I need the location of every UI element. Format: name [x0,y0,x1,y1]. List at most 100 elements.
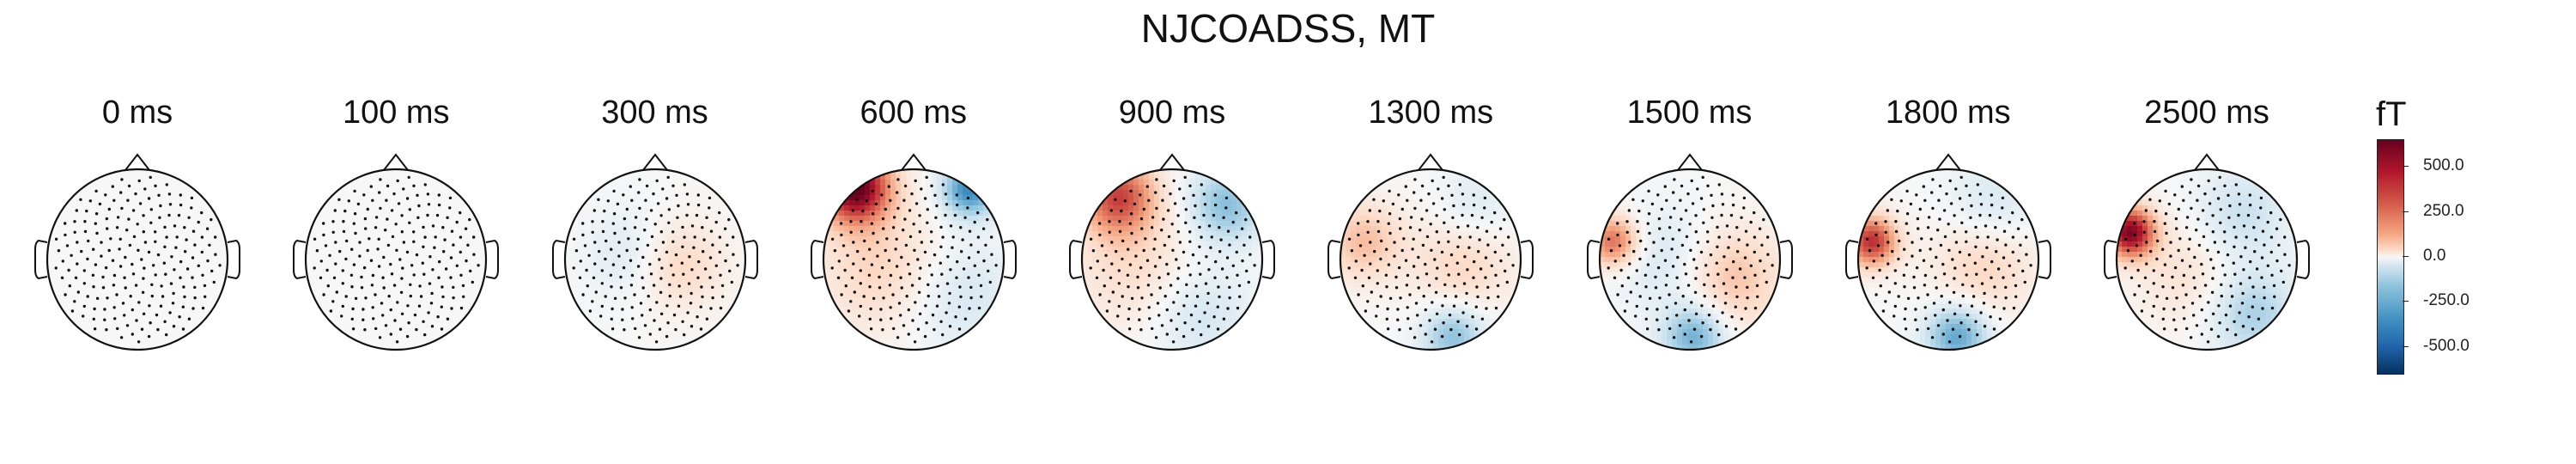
sensor-dot [905,295,908,298]
sensor-dot [895,265,899,268]
sensor-dot [1699,250,1703,254]
sensor-dot [1620,284,1624,288]
sensor-dot [1235,250,1238,254]
sensor-dot [125,324,130,327]
sensor-dot [616,202,619,206]
sensor-dot [1627,209,1631,212]
sensor-dot [1874,233,1878,237]
sensor-dot [872,231,875,235]
sensor-dot [836,276,840,279]
sensor-dot [442,250,446,253]
sensor-dot [350,247,354,251]
sensor-dot [2180,185,2184,188]
left-ear-icon [34,239,48,280]
sensor-dot [926,283,930,286]
sensor-dot [1952,277,1956,280]
sensor-dot [859,282,862,285]
topomap-time-label: 2500 ms [2144,95,2269,131]
sensor-dot [1109,209,1113,212]
sensor-dot [1109,276,1113,279]
sensor-dot [1947,248,1951,252]
sensor-dot [381,276,386,279]
sensor-dot [2202,235,2206,239]
sensor-dot [1129,189,1133,193]
sensor-dot [1413,336,1417,339]
sensor-dot [918,266,922,270]
sensor-dot [1117,304,1121,308]
sensor-dot [1694,312,1698,315]
sensor-dot [2212,266,2215,270]
sensor-dot [173,268,176,272]
sensor-dot [708,276,712,279]
sensor-dot [2207,179,2210,183]
sensor-dot [950,246,954,249]
sensor-dot [689,291,693,296]
sensor-dot [935,304,939,308]
sensor-dot [1897,239,1901,243]
sensor-dot [1959,221,1964,224]
sensor-dot [888,284,891,287]
sensor-dot [629,284,633,287]
sensor-dot [437,193,441,197]
sensor-dot [466,243,470,247]
sensor-dot [1992,327,1996,331]
sensor-dot [916,327,920,331]
sensor-dot [957,285,962,289]
sensor-dot [2257,216,2260,219]
sensor-dot [2160,273,2165,277]
sensor-dot [1686,192,1690,196]
sensor-dot [1378,209,1382,213]
nose-icon [125,153,150,171]
sensor-dot [1189,313,1194,317]
sensor-dot [1170,319,1173,322]
sensor-dot [1195,295,1200,298]
sensor-dot [641,286,645,290]
nose-icon [2194,153,2220,171]
sensor-dot [1237,284,1242,288]
sensor-dot [1241,259,1244,263]
sensor-dot [1916,227,1920,230]
sensor-dot [322,222,325,225]
sensor-dot [1953,214,1956,217]
sensor-dot [2148,198,2152,201]
sensor-dot [1682,262,1686,266]
sensor-dot [179,203,183,207]
sensor-dot [2279,217,2282,222]
topomap-time-label: 100 ms [342,95,450,131]
sensor-dot [2233,225,2236,229]
sensor-dot [2216,334,2221,339]
sensor-dot [154,240,157,243]
sensor-dot [441,226,445,229]
sensor-dot [2151,314,2154,318]
sensor-dot [1945,284,1949,287]
sensor-dot [431,325,434,328]
sensor-dot [2140,309,2144,313]
sensor-dots [830,175,998,344]
sensor-dot [2241,291,2245,296]
sensor-dot [675,216,679,219]
sensor-dot [1884,220,1887,223]
sensor-dot [1742,276,1747,279]
sensor-dot [1406,317,1410,321]
sensor-dot [714,264,718,267]
sensor-dot [830,237,835,241]
sensor-dot [135,319,138,322]
sensor-dot [54,237,58,241]
sensor-dot [326,284,331,288]
sensor-dot [994,264,998,267]
sensor-dot [372,317,375,321]
sensor-dot [1441,250,1444,254]
sensor-dot [1478,238,1482,241]
sensor-dot [707,206,710,210]
sensor-dot [2192,276,2196,279]
sensor-dot [1432,202,1436,205]
sensor-dot [939,261,942,265]
sensor-dot [1399,296,1402,300]
sensor-dot [1743,256,1747,259]
sensor-dot [459,235,463,239]
sensor-dot [68,284,72,288]
sensor-dot [2185,327,2189,331]
sensor-dot [837,259,841,263]
sensor-dot [985,217,989,222]
sensor-dot [1226,229,1230,233]
